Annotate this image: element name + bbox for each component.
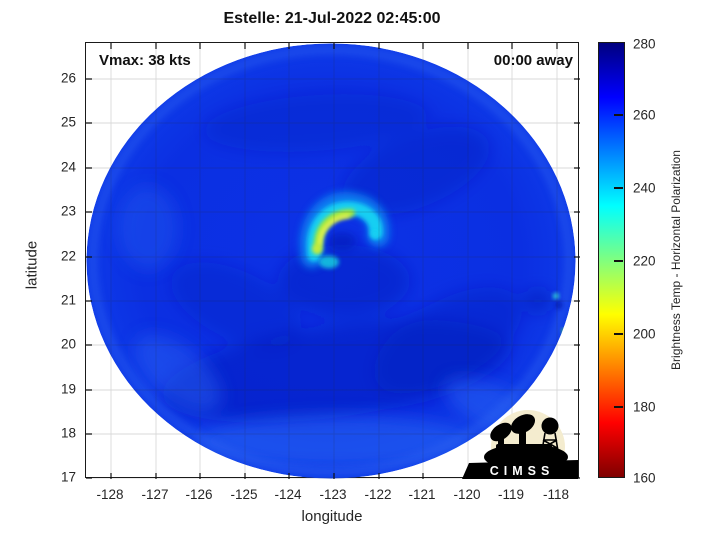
logo-text: CIMSS	[490, 464, 555, 478]
storm-swath-disk	[86, 43, 576, 479]
x-tick-label: -122	[364, 487, 392, 502]
x-tick-label: -128	[96, 487, 124, 502]
y-tick-label: 18	[60, 425, 76, 441]
x-tick-label: -127	[141, 487, 169, 502]
x-tick-label: -125	[230, 487, 258, 502]
logo-banner	[462, 460, 578, 479]
y-tick-label: 17	[60, 469, 76, 485]
colorbar-tick-label: 280	[633, 36, 656, 52]
colorbar-tick-label: 260	[633, 107, 656, 123]
colorbar-tick-mark	[614, 333, 623, 335]
colorbar-tick-mark	[614, 114, 623, 116]
colorbar-tick-mark	[614, 406, 623, 408]
y-tick-label: 20	[60, 336, 76, 352]
eyewall-arc	[299, 191, 390, 269]
y-axis-label: latitude	[23, 240, 41, 290]
colorbar-axis-label: Brightness Temp - Horizontal Polarizatio…	[669, 150, 683, 370]
x-axis-label: longitude	[301, 508, 363, 525]
colorbar-tick-label: 200	[633, 326, 656, 342]
colorbar-tick-label: 180	[633, 399, 656, 415]
grid-lines	[86, 43, 580, 479]
water-tower-icon	[541, 417, 559, 435]
x-tick-label: -118	[542, 487, 570, 502]
colorbar-tick-label: 220	[633, 253, 656, 269]
colorbar-tick-mark	[614, 187, 623, 189]
plot-area: CIMSS	[85, 42, 580, 479]
y-tick-label: 19	[60, 381, 76, 397]
time-away-annotation: 00:00 away	[493, 52, 573, 69]
y-tick-label: 24	[60, 159, 76, 175]
plot-title: Estelle: 21-Jul-2022 02:45:00	[223, 10, 441, 27]
x-tick-label: -123	[319, 487, 347, 502]
y-tick-label: 25	[60, 114, 76, 130]
x-tick-label: -120	[453, 487, 481, 502]
vmax-annotation: Vmax: 38 kts	[99, 52, 191, 69]
colorbar-tick-label: 240	[633, 180, 656, 196]
y-tick-label: 21	[60, 292, 76, 308]
x-tick-label: -119	[497, 487, 525, 502]
cimss-logo: CIMSS	[462, 410, 578, 479]
y-tick-label: 23	[60, 203, 76, 219]
x-tick-label: -126	[185, 487, 213, 502]
brightness-temp-map: CIMSS	[86, 43, 580, 479]
x-tick-label: -121	[408, 487, 436, 502]
y-tick-label: 26	[60, 70, 76, 86]
y-tick-label: 22	[60, 248, 76, 264]
colorbar-tick-label: 160	[633, 470, 656, 486]
colorbar-tick-mark	[614, 260, 623, 262]
x-tick-label: -124	[274, 487, 302, 502]
axis-tick-marks	[86, 43, 580, 479]
